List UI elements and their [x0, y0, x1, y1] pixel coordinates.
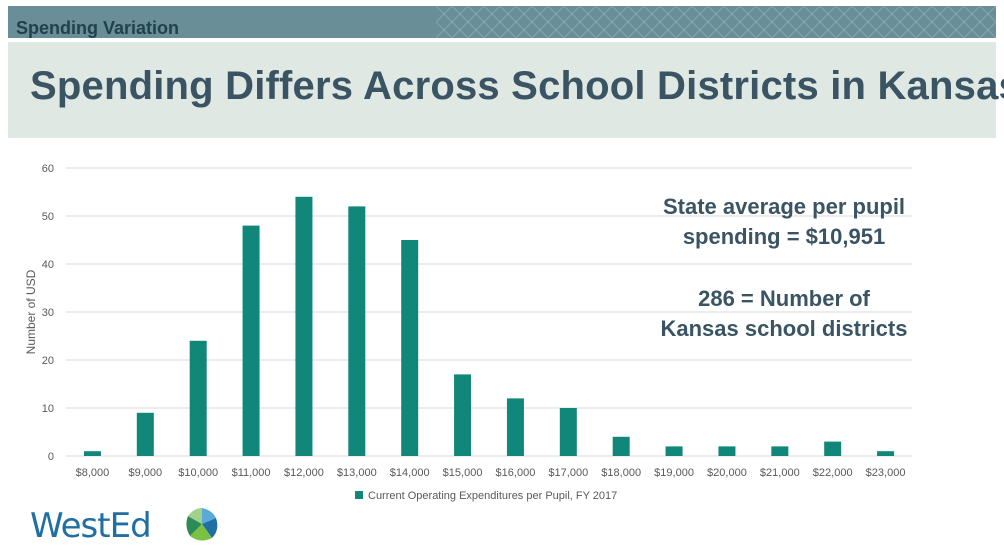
x-tick-label: $9,000: [128, 467, 162, 479]
x-tick-label: $14,000: [390, 467, 430, 479]
bar: [83, 451, 101, 456]
bar: [771, 446, 789, 456]
logo-text: WestEd: [30, 506, 152, 546]
y-tick-label: 60: [42, 163, 54, 175]
y-axis-title: Number of USD: [24, 269, 38, 354]
x-tick-label: $12,000: [284, 467, 324, 479]
y-tick-label: 30: [42, 307, 54, 319]
section-label: Spending Variation: [16, 18, 180, 38]
wested-leaf-icon: [186, 508, 218, 541]
header-crosshatch-pattern: [436, 6, 996, 38]
x-tick-label: $20,000: [707, 467, 747, 479]
bar: [612, 436, 630, 456]
average-spending-annotation: State average per pupil spending = $10,9…: [620, 192, 948, 252]
bar: [454, 374, 472, 456]
bar: [559, 408, 577, 456]
y-tick-label: 10: [42, 403, 54, 415]
header-bar: Spending Variation: [8, 6, 996, 38]
bar: [824, 441, 842, 456]
x-tick-label: $17,000: [548, 467, 588, 479]
x-tick-label: $19,000: [654, 467, 694, 479]
x-tick-label: $13,000: [337, 467, 377, 479]
bar: [665, 446, 683, 456]
annotation-line: 286 = Number of: [698, 286, 870, 311]
annotation-line: Kansas school districts: [660, 316, 908, 341]
bar: [295, 196, 313, 457]
page-title: Spending Differs Across School Districts…: [30, 64, 1004, 108]
bar: [189, 340, 207, 456]
bar: [136, 412, 154, 456]
y-tick-label: 40: [42, 259, 54, 271]
bar: [718, 446, 736, 456]
bar: [401, 240, 419, 456]
x-tick-label: $22,000: [813, 467, 853, 479]
x-tick-label: $21,000: [760, 467, 800, 479]
y-tick-label: 20: [42, 355, 54, 367]
annotation-line: spending = $10,951: [682, 224, 886, 249]
annotation-line: State average per pupil: [662, 194, 906, 219]
x-tick-label: $16,000: [496, 467, 536, 479]
legend-label: Current Operating Expenditures per Pupil…: [368, 490, 617, 502]
x-tick-label: $18,000: [601, 467, 641, 479]
histogram-chart: 0 10 20 30 40 50 60 Number of USD $8,000 $9,000 $1…: [24, 163, 912, 502]
x-tick-label: $8,000: [76, 467, 110, 479]
y-tick-label: 0: [48, 451, 54, 463]
title-band: Spending Differs Across School Districts…: [8, 42, 1004, 138]
x-tick-label: $15,000: [443, 467, 483, 479]
x-tick-label: $10,000: [178, 467, 218, 479]
x-tick-label: $23,000: [866, 467, 906, 479]
bar: [506, 398, 524, 456]
legend-swatch: [355, 491, 363, 499]
bar: [348, 206, 366, 456]
y-tick-label: 50: [42, 211, 54, 223]
district-count-annotation: 286 = Number of Kansas school districts: [620, 284, 948, 344]
bar: [242, 225, 260, 456]
x-tick-label: $11,000: [232, 467, 271, 479]
bar: [877, 451, 895, 456]
